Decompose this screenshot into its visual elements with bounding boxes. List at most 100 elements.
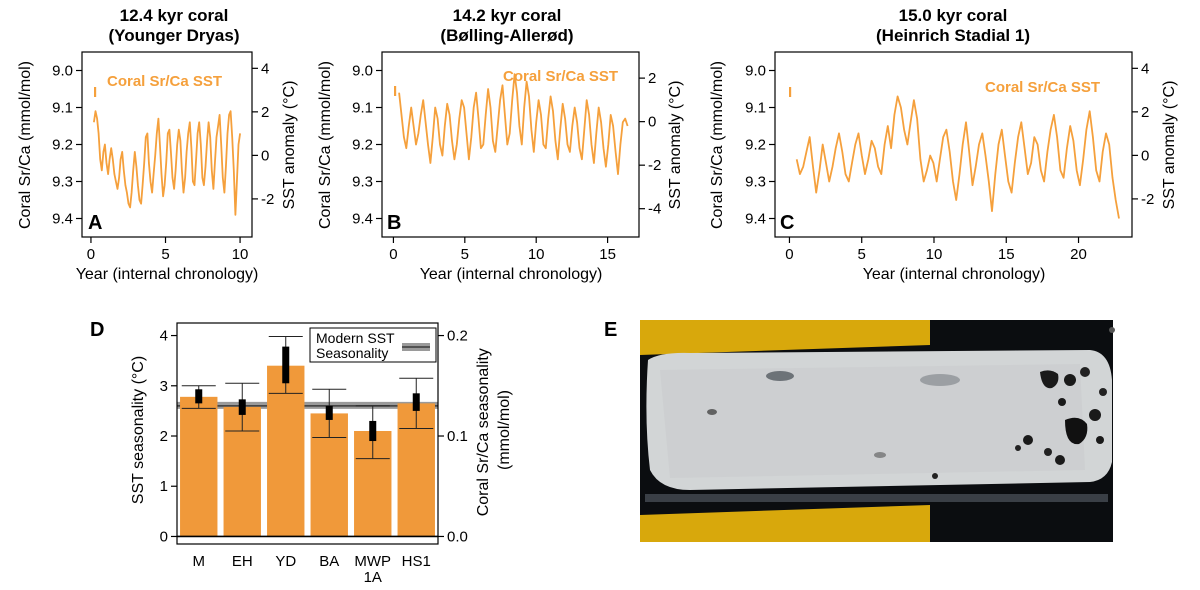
seasonality-bar [267,365,305,537]
category-label: HS1 [402,553,431,570]
category-label: BA [319,553,339,570]
panel-d-ytick-left-label: 2 [160,428,168,445]
panel-a-error-bar-glyph: I [93,84,97,101]
panel-b-title-line1: 14.2 kyr coral [453,6,562,25]
panel-c-ytick-left-label: 9.4 [745,211,766,228]
coral-core-photo [640,320,1115,542]
error-bar-inner [282,346,290,384]
panel-c-ytick-left-label: 9.0 [745,63,766,80]
panel-a-ytick-left-label: 9.4 [52,211,73,228]
panel-a-ylabel-right: SST anomaly (°C) [281,81,298,210]
panel-b-xtick-label: 15 [599,246,616,263]
panel-d-ytick-left-label: 1 [160,478,168,495]
panel-c-ytick-right-label: 4 [1141,60,1149,77]
panel-d-ylabel-right-line1: Coral Sr/Ca seasonality [475,348,492,516]
panel-c-xtick-label: 5 [858,246,866,263]
panel-a-ytick-left-label: 9.0 [52,63,73,80]
panel-a-ylabel-left: Coral Sr/Ca (mmol/mol) [17,61,34,229]
panel-b: 14.2 kyr coral (Bølling-Allerød) 0 5 10 15 9… [317,6,684,283]
panel-c-xtick-label: 15 [998,246,1015,263]
panel-b-ylabel-right: SST anomaly (°C) [667,81,684,210]
panel-c-xlabel: Year (internal chronology) [863,266,1046,283]
panel-d-frame [176,322,439,545]
panel-a-ytick-right-label: 4 [261,60,269,77]
panel-a-ytick-left-label: 9.3 [52,174,73,191]
panel-b-legend: Coral Sr/Ca SST [503,68,618,85]
panel-a-ytick-right-label: -2 [261,191,274,208]
panel-b-xtick-label: 0 [389,246,397,263]
panel-a-title-line2: (Younger Dryas) [109,26,240,45]
panel-b-ytick-left-label: 9.3 [352,174,373,191]
panel-c-xtick-label: 10 [926,246,943,263]
panel-b-letter: B [387,212,401,234]
panel-e: E [604,319,1115,542]
panel-c-ytick-left-label: 9.1 [745,100,766,117]
panel-a-xtick-label: 5 [161,246,169,263]
panel-d-ylabel-right-line2: (mmol/mol) [496,390,513,470]
panel-b-xtick-label: 10 [528,246,545,263]
category-label: M [193,553,206,570]
panel-a: 12.4 kyr coral (Younger Dryas) 0 5 10 9.0 9.… [17,6,298,283]
category-label: 1A [364,569,382,586]
panel-b-ytick-right-label: 2 [648,70,656,87]
panel-d-ytick-right-label: 0.0 [447,528,468,545]
panel-b-xtick-label: 5 [461,246,469,263]
panel-a-xlabel: Year (internal chronology) [76,266,259,283]
panel-b-ytick-left-label: 9.0 [352,63,373,80]
panel-a-legend: Coral Sr/Ca SST [107,73,222,90]
panel-b-ytick-left-label: 9.2 [352,137,373,154]
panel-d-bars [180,365,435,537]
panel-b-ytick-right-label: -4 [648,201,661,218]
panel-a-xtick-label: 0 [87,246,95,263]
panel-c-xtick-label: 20 [1070,246,1087,263]
panel-c-ylabel-left: Coral Sr/Ca (mmol/mol) [709,61,726,229]
panel-a-title-line1: 12.4 kyr coral [120,6,229,25]
panel-c: 15.0 kyr coral (Heinrich Stadial 1) 0 5 10… [709,6,1178,283]
panel-b-ylabel-left: Coral Sr/Ca (mmol/mol) [317,61,334,229]
panel-b-xlabel: Year (internal chronology) [420,266,603,283]
panel-c-ylabel-right: SST anomaly (°C) [1161,81,1178,210]
panel-c-legend: Coral Sr/Ca SST [985,79,1100,96]
panel-e-letter: E [604,319,617,341]
panel-c-ytick-right-label: 0 [1141,147,1149,164]
panel-c-letter: C [780,212,794,234]
panel-d-ytick-right-label: 0.1 [447,428,468,445]
panel-d-error-bars [181,336,434,460]
panel-b-sr-ca-line [398,73,629,175]
panel-c-title-line2: (Heinrich Stadial 1) [876,26,1030,45]
panel-a-sr-ca-line [93,110,241,216]
category-label: YD [275,553,296,570]
panel-a-letter: A [88,212,102,234]
panel-c-ytick-right-label: 2 [1141,104,1149,121]
panel-c-sr-ca-line [795,95,1120,219]
panel-d-ytick-right-label: 0.2 [447,328,468,345]
panel-a-ytick-right-label: 2 [261,104,269,121]
error-bar-inner [412,393,420,411]
panel-b-ytick-right-label: -2 [648,157,661,174]
category-label: EH [232,553,253,570]
seasonality-bar [180,396,218,537]
panel-d-ylabel-left: SST seasonality (°C) [130,356,147,504]
panel-b-ytick-right-label: 0 [648,114,656,131]
panel-c-ytick-left-label: 9.2 [745,137,766,154]
panel-a-ytick-left-label: 9.1 [52,100,73,117]
panel-c-xtick-label: 0 [785,246,793,263]
panel-c-ytick-right-label: -2 [1141,191,1154,208]
panel-a-ytick-left-label: 9.2 [52,137,73,154]
error-bar-inner [238,399,246,415]
error-bar-inner [195,389,203,404]
panel-a-xtick-label: 10 [232,246,249,263]
error-bar-inner [325,405,333,420]
panel-d-ytick-left-label: 3 [160,378,168,395]
panel-b-ytick-left-label: 9.1 [352,100,373,117]
panel-b-error-bar-glyph: I [393,83,397,100]
category-label: MWP [354,553,391,570]
modern-sst-legend-line2: Seasonality [316,345,388,361]
panel-b-title-line2: (Bølling-Allerød) [440,26,573,45]
panel-c-error-bar-glyph: I [788,84,792,101]
panel-a-ytick-right-label: 0 [261,147,269,164]
panel-b-ticks: 0 5 10 15 9.0 9.1 9.2 9.3 9.4 2 0 -2 -4 [352,63,661,264]
